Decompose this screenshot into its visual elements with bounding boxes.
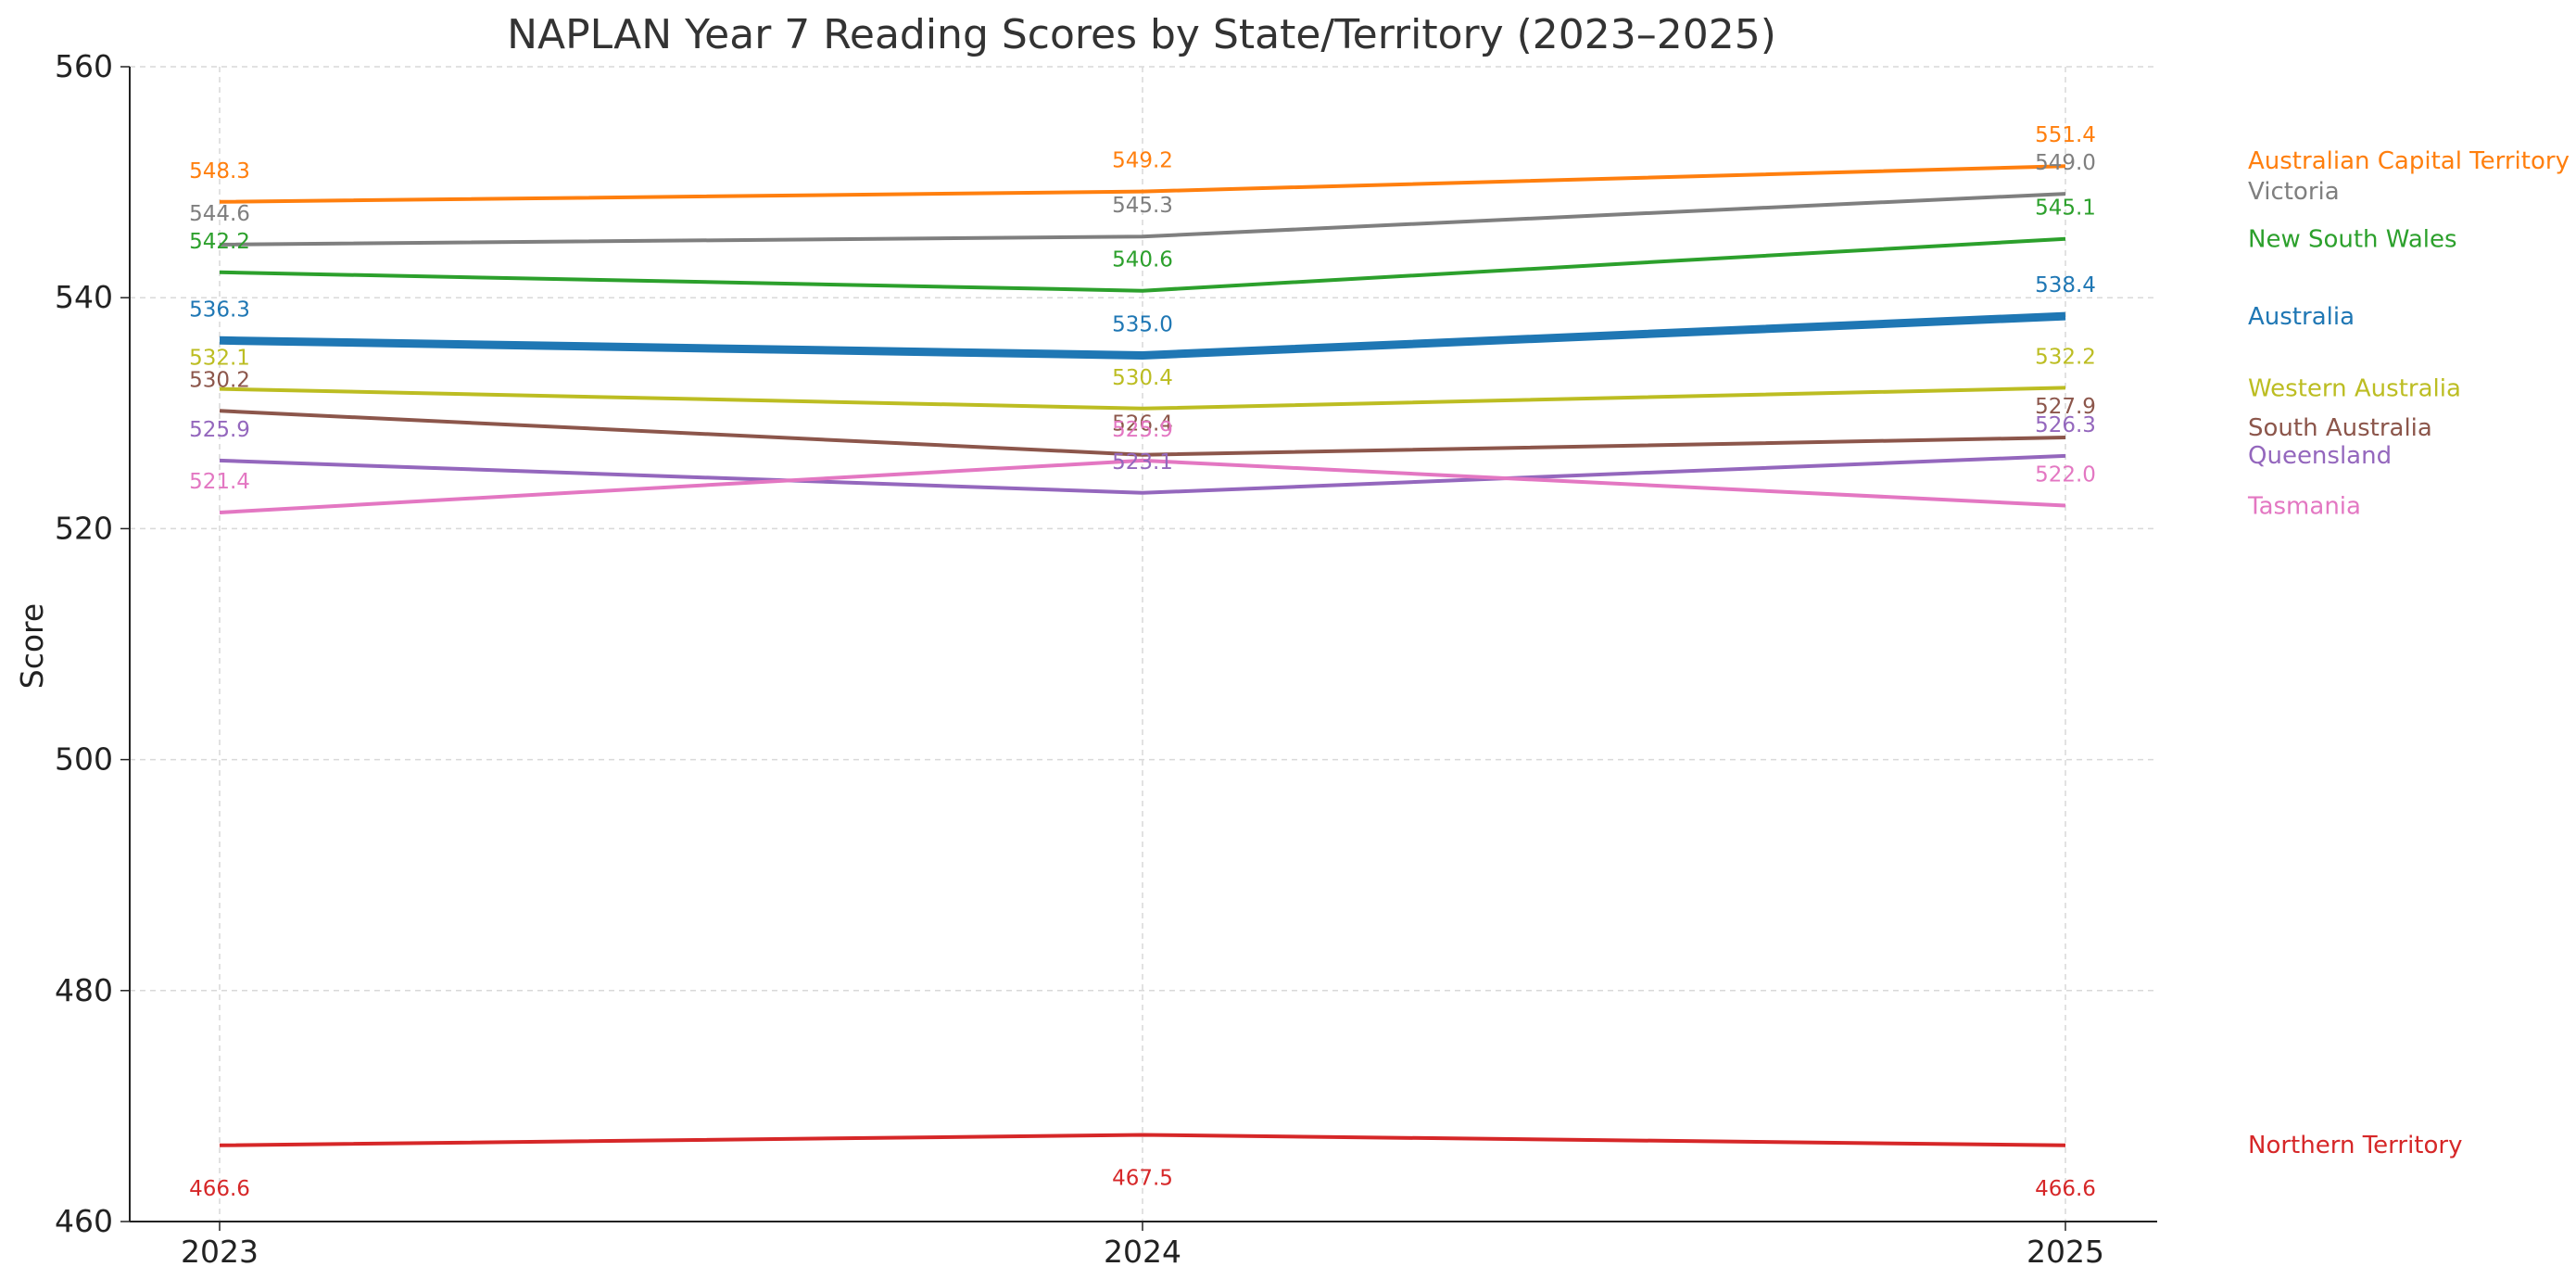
series-line-western-australia — [219, 386, 2066, 411]
data-label: 532.1 — [189, 347, 250, 371]
series-end-label: Northern Territory — [2248, 1132, 2462, 1159]
y-tick-label: 560 — [55, 48, 113, 84]
series-line-south-australia — [219, 409, 2066, 457]
series-line-victoria — [219, 192, 2066, 247]
data-label: 542.2 — [189, 230, 250, 254]
data-label: 523.1 — [1112, 450, 1173, 475]
series-end-label: Australian Capital Territory — [2248, 147, 2570, 175]
data-label: 466.6 — [2035, 1177, 2096, 1201]
y-tick-label: 480 — [55, 972, 113, 1008]
data-label: 535.0 — [1112, 313, 1173, 337]
data-label: 545.1 — [2035, 196, 2096, 221]
data-label: 530.2 — [189, 368, 250, 392]
data-label: 527.9 — [2035, 395, 2096, 419]
series-end-label: Tasmania — [2247, 492, 2361, 520]
data-label: 525.9 — [189, 418, 250, 442]
data-label: 521.4 — [189, 470, 250, 494]
data-label: 540.6 — [1112, 248, 1173, 272]
series-end-label: Queensland — [2248, 442, 2392, 470]
data-label: 536.3 — [189, 298, 250, 322]
data-label: 466.6 — [189, 1177, 250, 1201]
chart-title: NAPLAN Year 7 Reading Scores by State/Te… — [507, 11, 1776, 58]
data-label: 544.6 — [189, 202, 250, 226]
series-line-australia — [219, 311, 2066, 360]
data-label: 548.3 — [189, 159, 250, 184]
data-label: 522.0 — [2035, 462, 2096, 487]
series-layer — [219, 164, 2066, 1147]
x-tick-label: 2024 — [1104, 1234, 1181, 1270]
data-label: 467.5 — [1112, 1167, 1173, 1191]
series-line-australian-capital-territory — [219, 164, 2066, 204]
data-label: 526.3 — [2035, 413, 2096, 437]
data-label: 549.2 — [1112, 149, 1173, 173]
series-end-label: Western Australia — [2248, 374, 2461, 402]
x-tick-label: 2023 — [181, 1234, 259, 1270]
y-tick-label: 460 — [55, 1203, 113, 1239]
y-tick-label: 500 — [55, 741, 113, 778]
data-label: 549.0 — [2035, 151, 2096, 175]
series-line-northern-territory — [219, 1133, 2066, 1147]
y-axis-title: Score — [14, 603, 50, 689]
data-label: 538.4 — [2035, 273, 2096, 298]
series-line-queensland — [219, 453, 2066, 495]
data-label: 551.4 — [2035, 123, 2096, 147]
grid-layer — [130, 66, 2157, 1222]
x-tick-label: 2025 — [2027, 1234, 2104, 1270]
y-tick-label: 540 — [55, 279, 113, 315]
series-end-label: Australia — [2248, 303, 2355, 331]
y-tick-label: 520 — [55, 510, 113, 546]
data-label: 532.2 — [2035, 345, 2096, 369]
data-label: 525.9 — [1112, 418, 1173, 442]
series-end-label: South Australia — [2248, 414, 2432, 442]
axes-layer: 460 480 500 520 540 560 2023 2024 2025 — [55, 48, 2157, 1270]
series-line-tasmania — [219, 458, 2066, 514]
series-line-new-south-wales — [219, 236, 2066, 293]
series-end-label: Victoria — [2248, 178, 2340, 206]
series-end-label: New South Wales — [2248, 226, 2457, 254]
data-label: 545.3 — [1112, 194, 1173, 218]
labels-layer: 548.3 549.2 551.4 544.6 545.3 549.0 542.2 540.6… — [189, 123, 2570, 1201]
data-label: 526.4 — [1112, 412, 1173, 437]
data-label: 530.4 — [1112, 366, 1173, 390]
